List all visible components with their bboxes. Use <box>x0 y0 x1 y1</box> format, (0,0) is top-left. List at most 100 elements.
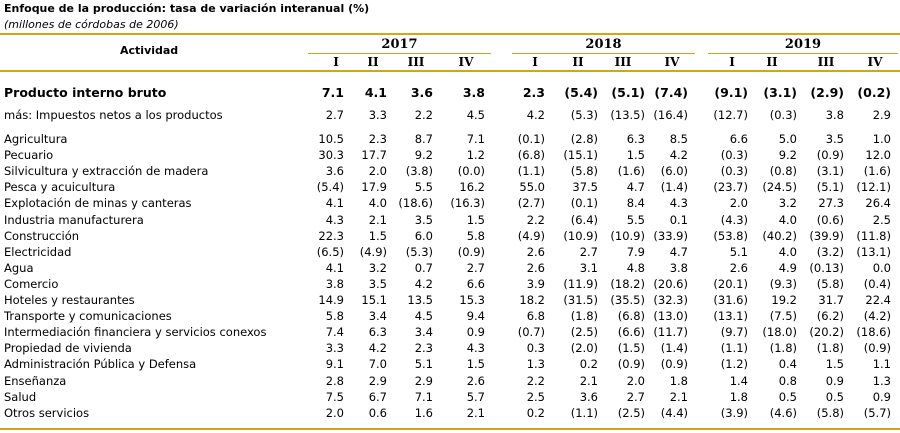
table-cell: 4.2 <box>368 341 387 356</box>
table-cell: 9.2 <box>414 148 433 163</box>
table-cell: 3.8 <box>669 260 688 275</box>
row-label: Agua <box>4 260 34 275</box>
table-cell: (20.2) <box>809 325 844 340</box>
row-label: Administración Pública y Defensa <box>4 357 197 372</box>
table-cell: 1.5 <box>825 357 844 372</box>
table-cell: 3.6 <box>325 164 344 179</box>
table-cell: 4.8 <box>626 260 645 275</box>
table-cell: (13.5) <box>610 108 645 122</box>
table-row: Comercio 3.8 3.5 4.2 6.6 3.9 (11.9) (18.2) (20.6… <box>0 277 900 293</box>
table-cell: 6.8 <box>526 309 545 324</box>
table-cell: (1.5) <box>617 341 645 356</box>
quarter-header: III <box>407 55 425 69</box>
table-cell: 15.3 <box>459 293 485 307</box>
row-label: Hoteles y restaurantes <box>4 293 135 307</box>
table-cell: 4.7 <box>669 244 688 259</box>
table-cell: 6.0 <box>414 228 433 243</box>
table-row: Hoteles y restaurantes 14.9 15.1 13.5 15.3 18… <box>0 293 900 309</box>
table-cell: (6.8) <box>617 309 645 324</box>
table-cell: 1.8 <box>729 389 748 404</box>
table-cell: (1.2) <box>720 357 748 372</box>
quarter-header: I <box>333 55 339 69</box>
table-cell: (6.0) <box>660 164 688 179</box>
table-cell: (24.5) <box>762 180 797 195</box>
row-label: Electricidad <box>4 244 72 259</box>
table-cell: (12.1) <box>856 180 891 195</box>
table-cell: (4.4) <box>660 405 688 420</box>
table-cell: (53.8) <box>713 228 748 243</box>
table-cell: 2.3 <box>522 85 545 100</box>
table-cell: 0.9 <box>825 373 844 388</box>
table-cell: (2.7) <box>517 196 545 211</box>
table-cell: 0.8 <box>778 373 797 388</box>
table-cell: 2.0 <box>368 164 387 179</box>
table-cell: 2.6 <box>526 260 545 275</box>
row-label: Pesca y acuicultura <box>4 180 116 195</box>
table-cell: 2.7 <box>466 260 485 275</box>
row-label: Otros servicios <box>4 405 90 420</box>
table-cell: 18.2 <box>519 293 545 307</box>
table-cell: 1.1 <box>872 357 891 372</box>
table-cell: (2.5) <box>617 405 645 420</box>
table-cell: (0.0) <box>457 164 485 179</box>
table-cell: 4.0 <box>778 212 797 227</box>
table-cell: (7.4) <box>654 85 688 100</box>
table-cell: 3.1 <box>579 260 598 275</box>
row-label: Construcción <box>4 228 80 243</box>
quarter-header: IV <box>458 55 474 69</box>
table-cell: 4.1 <box>364 85 387 100</box>
table-cell: (5.7) <box>863 405 891 420</box>
table-cell: 7.5 <box>325 389 344 404</box>
table-cell: 15.1 <box>361 293 387 307</box>
table-cell: 4.0 <box>368 196 387 211</box>
table-cell: (18.2) <box>610 276 645 291</box>
table-cell: (3.1) <box>816 164 844 179</box>
table-cell: 0.2 <box>526 405 545 420</box>
table-cell: 5.7 <box>466 389 485 404</box>
table-cell: 0.5 <box>778 389 797 404</box>
table-cell: 17.9 <box>361 180 387 195</box>
table-cell: (40.2) <box>762 228 797 243</box>
table-cell: 2.6 <box>526 244 545 259</box>
table-cell: (11.9) <box>563 276 598 291</box>
table-cell: (6.8) <box>517 148 545 163</box>
table-cell: (0.1) <box>570 196 598 211</box>
row-label: Pecuario <box>4 148 54 163</box>
quarter-header: III <box>817 55 835 69</box>
table-cell: 7.9 <box>626 244 645 259</box>
table-cell: 1.2 <box>466 148 485 163</box>
year-header-2017: 2017 <box>381 37 418 52</box>
table-cell: (5.8) <box>816 405 844 420</box>
quarter-header: IV <box>664 55 680 69</box>
table-cell: (4.6) <box>769 405 797 420</box>
table-cell: 2.2 <box>414 108 433 122</box>
table-cell: 9.1 <box>325 357 344 372</box>
table-cell: (18.6) <box>856 325 891 340</box>
table-cell: 5.5 <box>414 180 433 195</box>
table-cell: 5.1 <box>729 244 748 259</box>
table-cell: 26.4 <box>865 196 891 211</box>
table-cell: 4.3 <box>669 196 688 211</box>
actividad-header: Actividad <box>120 44 179 57</box>
table-cell: (0.13) <box>809 260 844 275</box>
year-rule-2019 <box>708 53 898 54</box>
table-cell: 4.0 <box>778 244 797 259</box>
table-cell: (0.9) <box>660 357 688 372</box>
table-cell: (5.8) <box>816 276 844 291</box>
table-cell: 3.3 <box>368 108 387 122</box>
table-cell: 3.6 <box>410 85 433 100</box>
table-cell: 1.4 <box>729 373 748 388</box>
table-cell: (0.4) <box>863 276 891 291</box>
table-cell: 8.4 <box>626 196 645 211</box>
table-cell: (1.1) <box>570 405 598 420</box>
table-cell: (3.9) <box>720 405 748 420</box>
table-cell: 4.5 <box>414 309 433 324</box>
table-cell: 1.6 <box>414 405 433 420</box>
row-label: Intermediación financiera y servicios co… <box>4 325 267 340</box>
table-cell: 17.7 <box>361 148 387 163</box>
table-cell: 5.8 <box>325 309 344 324</box>
table-cell: 5.5 <box>626 212 645 227</box>
table-cell: 1.0 <box>872 132 891 146</box>
table-cell: (3.8) <box>405 164 433 179</box>
table-cell: (5.3) <box>570 108 598 122</box>
